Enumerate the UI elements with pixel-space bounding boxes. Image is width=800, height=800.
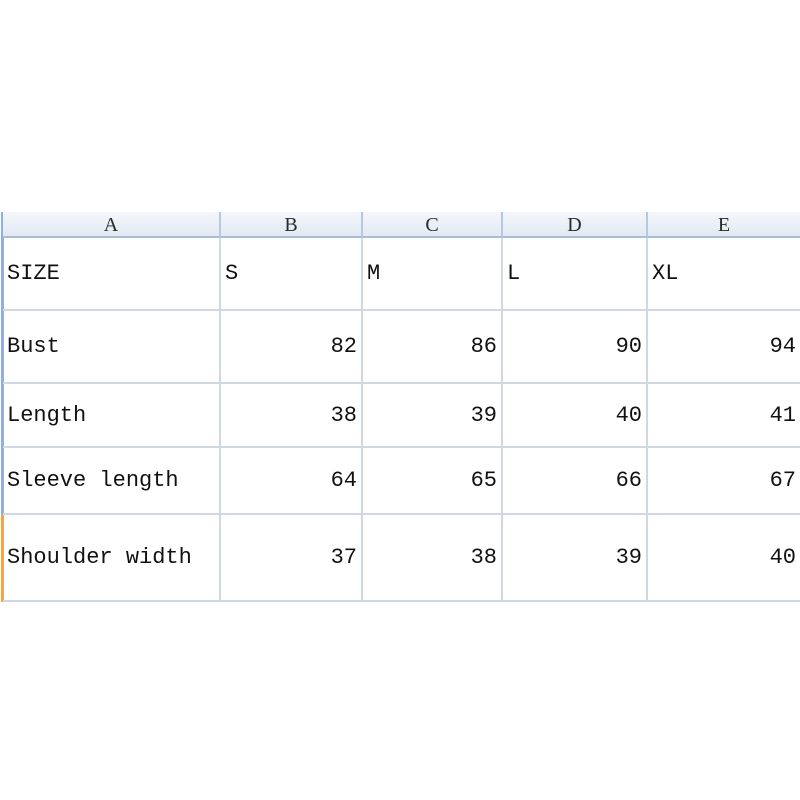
table-cell[interactable]: 38	[221, 384, 363, 448]
column-header-c[interactable]: C	[363, 212, 503, 238]
table-cell[interactable]: L	[503, 238, 648, 311]
table-cell[interactable]: 82	[221, 311, 363, 384]
table-cell[interactable]: 90	[503, 311, 648, 384]
row-label-cell[interactable]: Bust	[3, 311, 221, 384]
table-cell[interactable]: 64	[221, 448, 363, 515]
row-label-cell[interactable]: SIZE	[3, 238, 221, 311]
table-cell[interactable]: 94	[648, 311, 800, 384]
row-label-cell[interactable]: Sleeve length	[3, 448, 221, 515]
spreadsheet: A B C D E SIZE S M L XL Bust 82 86 90 94 Length 38 39 40 41…	[0, 212, 800, 602]
table-cell[interactable]: 37	[221, 515, 363, 602]
table-cell[interactable]: 86	[363, 311, 503, 384]
table-cell[interactable]: 39	[503, 515, 648, 602]
table-cell[interactable]: S	[221, 238, 363, 311]
column-header-e[interactable]: E	[648, 212, 800, 238]
column-header-b[interactable]: B	[221, 212, 363, 238]
column-header-d[interactable]: D	[503, 212, 648, 238]
table-cell[interactable]: 41	[648, 384, 800, 448]
table-cell[interactable]: 65	[363, 448, 503, 515]
column-header-a[interactable]: A	[3, 212, 221, 238]
table-cell[interactable]: M	[363, 238, 503, 311]
table-cell[interactable]: 40	[648, 515, 800, 602]
table-cell[interactable]: 38	[363, 515, 503, 602]
table-cell[interactable]: 66	[503, 448, 648, 515]
table-cell[interactable]: 40	[503, 384, 648, 448]
table-cell[interactable]: 39	[363, 384, 503, 448]
selected-row-indicator	[1, 515, 4, 602]
row-label-cell[interactable]: Length	[3, 384, 221, 448]
row-header-edge	[1, 212, 4, 515]
table-cell[interactable]: 67	[648, 448, 800, 515]
table-cell[interactable]: XL	[648, 238, 800, 311]
row-label-cell[interactable]: Shoulder width	[3, 515, 221, 602]
